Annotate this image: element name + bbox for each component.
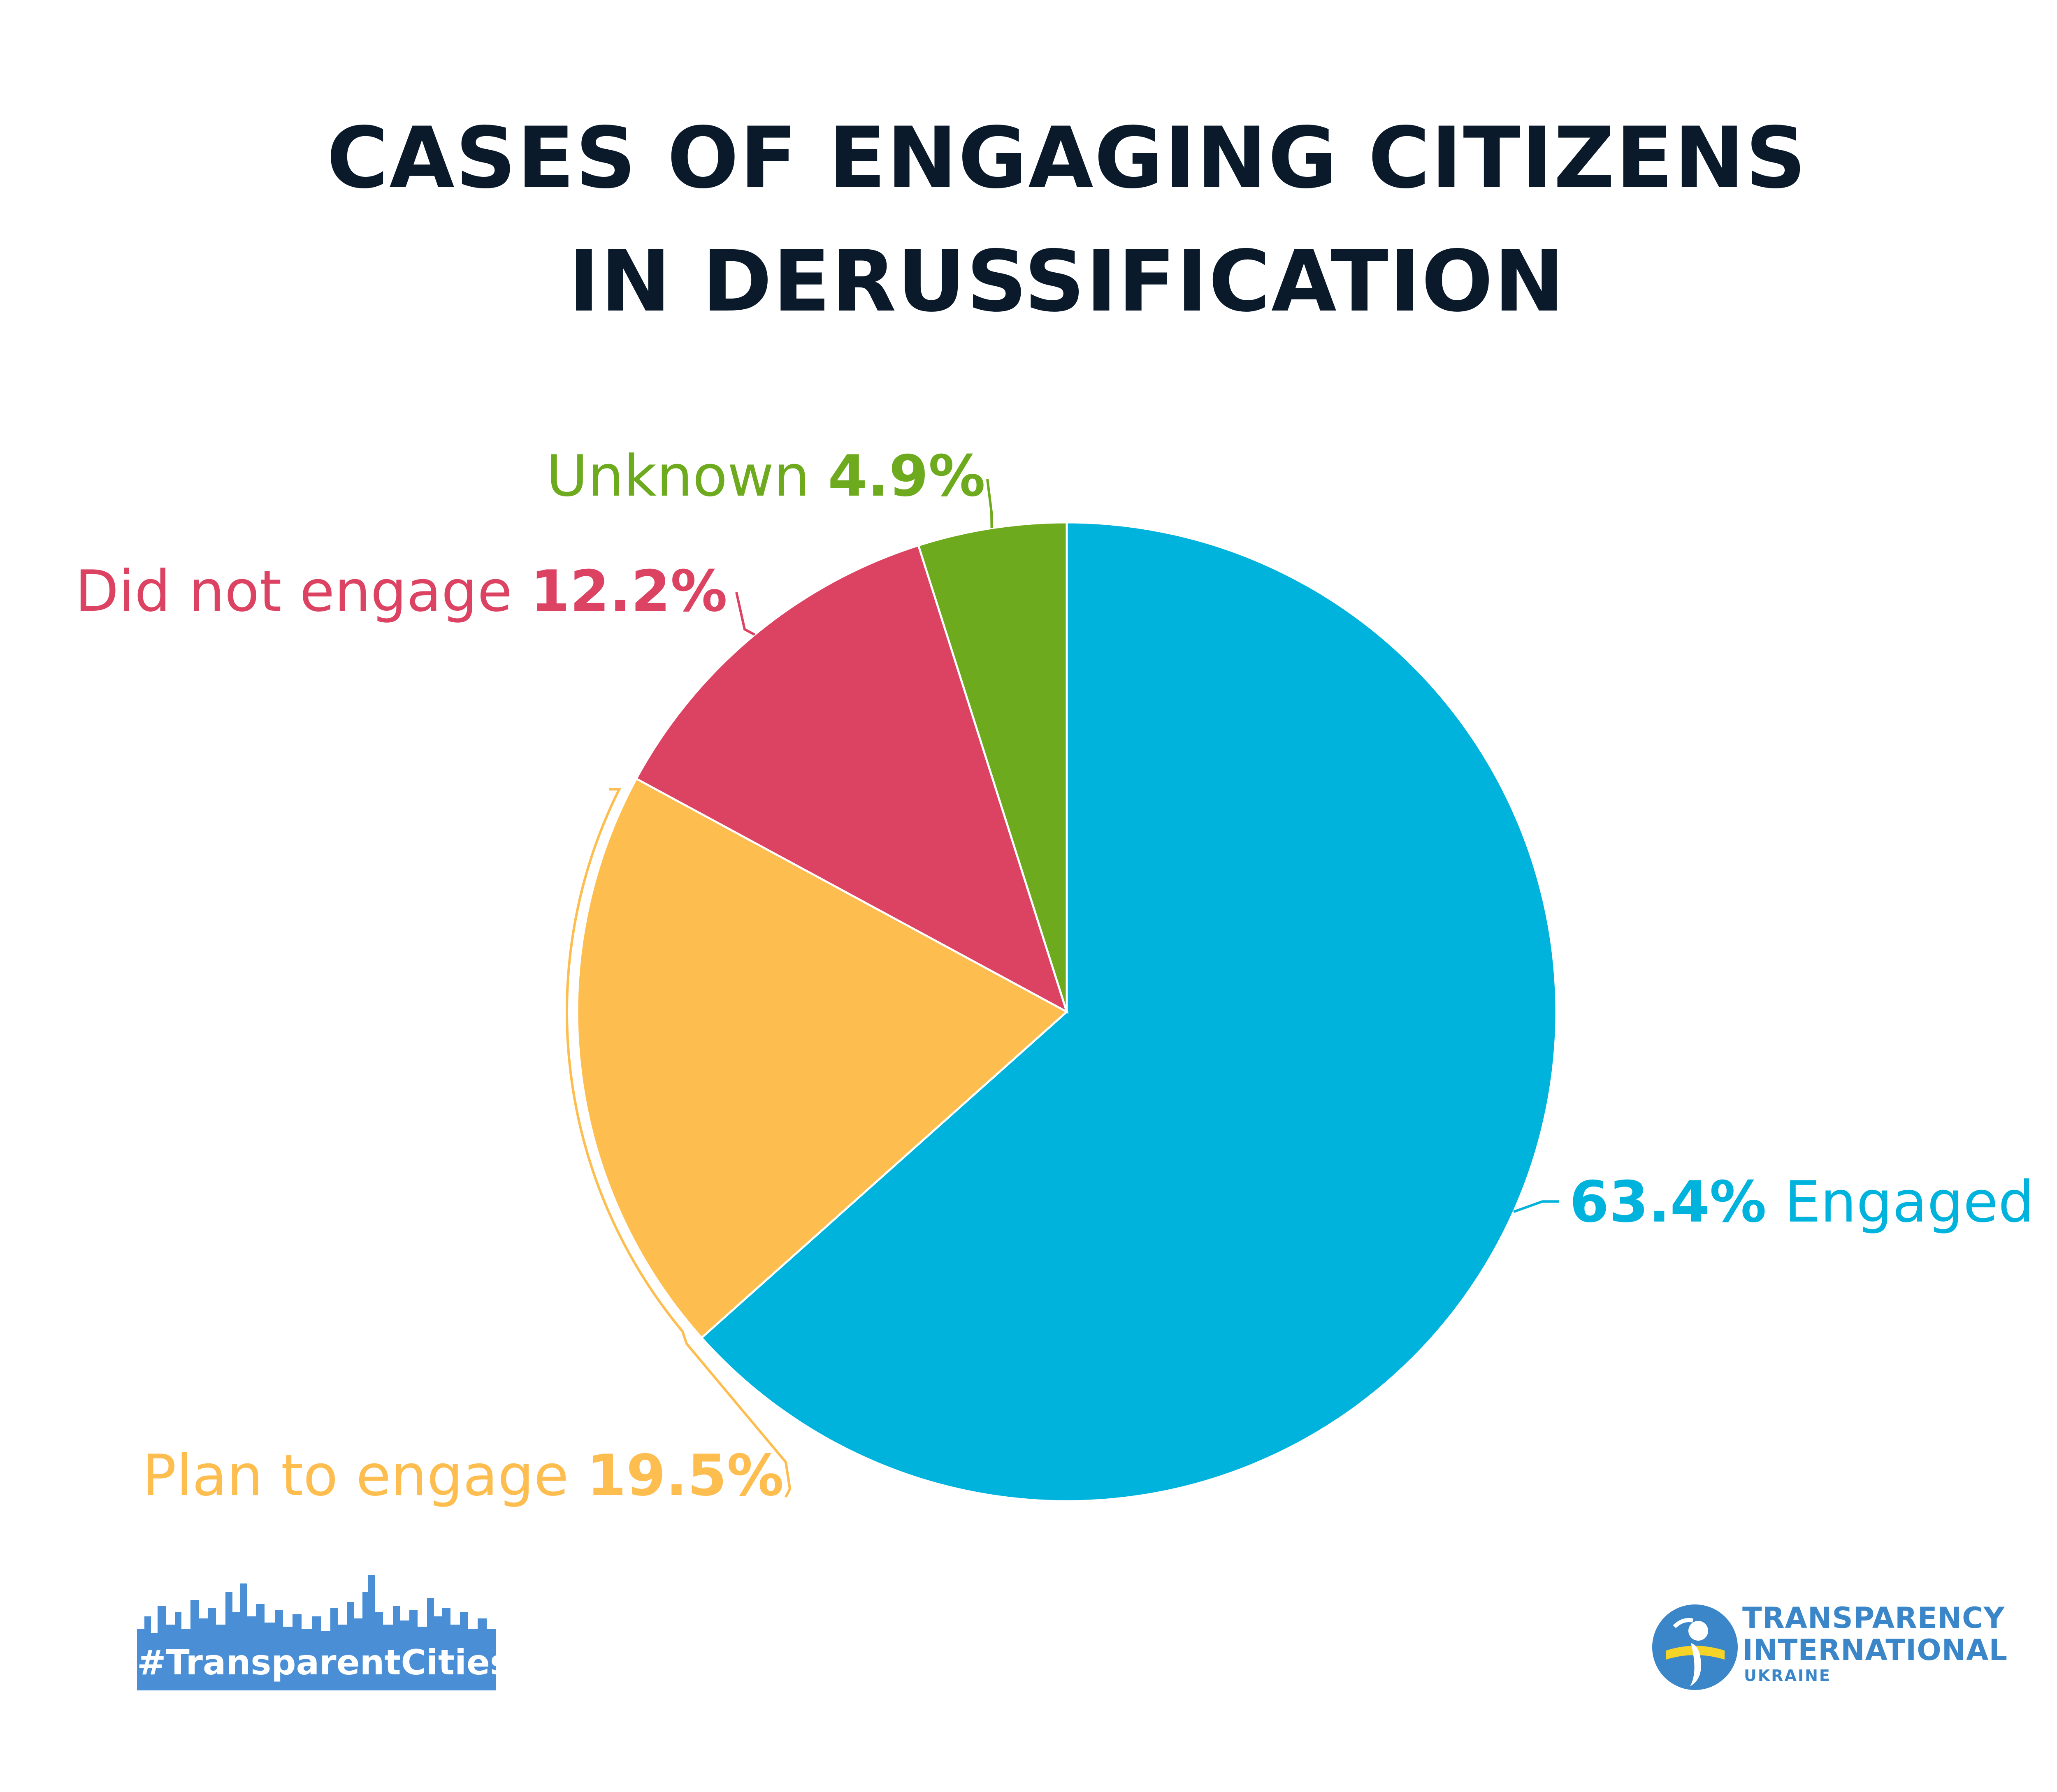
city-skyline-logo [137, 1575, 496, 1690]
transparent-cities-hashtag: #TransparentCities [137, 1642, 511, 1683]
leader-engaged [1513, 1200, 1559, 1213]
leader-unknown [986, 479, 993, 529]
label-unknown: Unknown 4.9% [546, 443, 985, 509]
label-did-not-engage: Did not engage 12.2% [75, 558, 727, 624]
org-name-line-1: TRANSPARENCY [1742, 1601, 2005, 1635]
title-line-1: CASES OF ENGAGING CITIZENS [326, 109, 1807, 207]
label-engaged-name: Engaged [1785, 1169, 2034, 1235]
label-did-not-engage-value: 12.2% [530, 558, 727, 624]
label-plan-to-engage: Plan to engage 19.5% [142, 1442, 784, 1509]
pie-slices [576, 521, 1558, 1502]
slice-unknown [917, 521, 1068, 1012]
org-name-line-2: INTERNATIONAL [1742, 1633, 2008, 1667]
label-plan-to-engage-gap [569, 1442, 587, 1509]
slice-plan-to-engage [576, 777, 1069, 1340]
label-did-not-engage-name: Did not engage [75, 558, 512, 624]
leader-did-not-engage [735, 592, 755, 636]
label-plan-to-engage-value: 19.5% [587, 1442, 784, 1509]
label-leader-lines [566, 479, 1559, 1498]
label-did-not-engage-gap [512, 558, 530, 624]
chart-title: CASES OF ENGAGING CITIZENS IN DERUSSIFIC… [0, 97, 2057, 343]
label-plan-to-engage-name: Plan to engage [142, 1442, 569, 1509]
title-line-2: IN DERUSSIFICATION [568, 233, 1565, 331]
transparency-international-globe-icon [1652, 1604, 1738, 1690]
slice-engaged [700, 521, 1558, 1502]
label-engaged-value: 63.4% [1569, 1169, 1767, 1235]
label-unknown-name: Unknown [546, 443, 810, 509]
label-unknown-gap [810, 443, 828, 509]
label-engaged-gap [1767, 1169, 1785, 1235]
leader-plan-to-engage [566, 788, 792, 1498]
label-unknown-value: 4.9% [828, 443, 985, 509]
org-name-line-3: UKRAINE [1744, 1667, 1831, 1685]
transparency-international-logotype: TRANSPARENCY INTERNATIONAL UKRAINE [1742, 1602, 2008, 1685]
label-engaged: 63.4% Engaged [1569, 1169, 2034, 1235]
